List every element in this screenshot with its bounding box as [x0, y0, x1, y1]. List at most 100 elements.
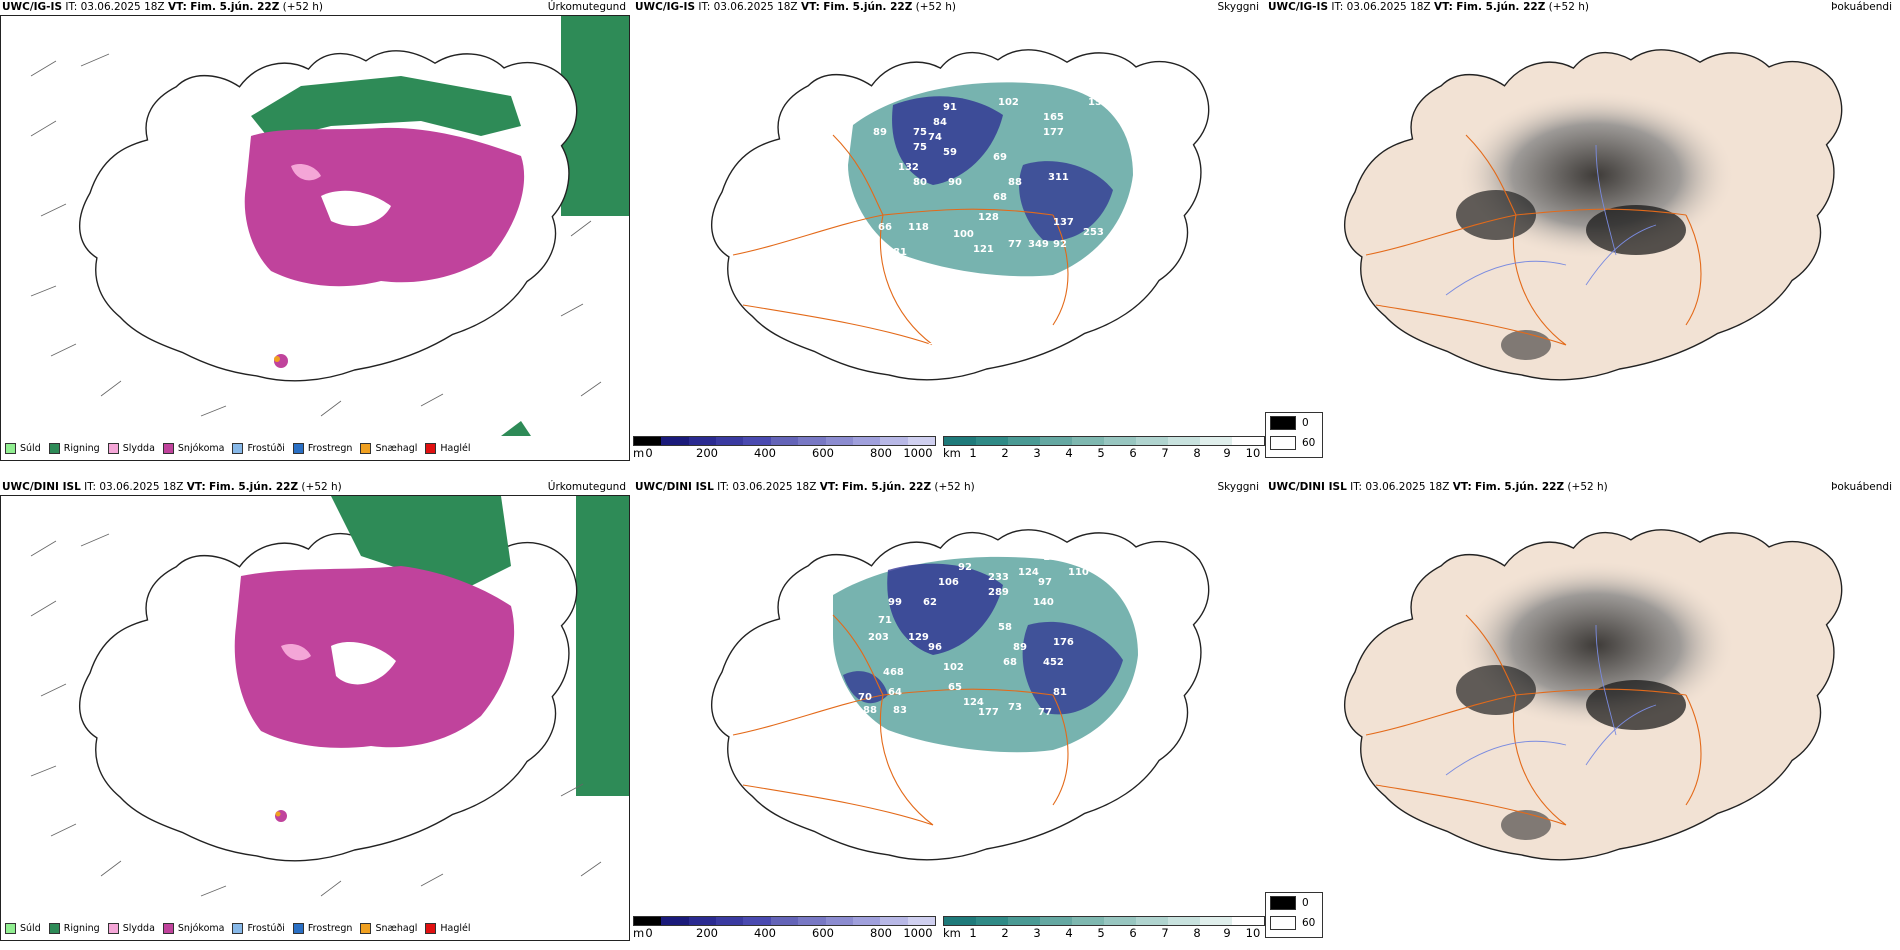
height-bar-swatches	[633, 436, 936, 446]
vt-label: VT:	[167, 1, 187, 13]
height-colorbar: m 0 200 400 600 800 1000	[633, 916, 936, 946]
bar-segment	[743, 437, 771, 445]
visibility-panel-dini: UWC/DINI ISL IT: 03.06.2025 18Z VT: Fim.…	[633, 480, 1263, 950]
snow-pellet-spot	[275, 811, 281, 817]
legend-label: Súld	[20, 923, 41, 934]
low-visibility-area	[1022, 621, 1123, 715]
vis-ticks: km 1 2 3 4 5 6 7 8 9 10	[943, 926, 1265, 940]
river-network	[1445, 624, 1657, 776]
panel-header: UWC/IG-IS IT: 03.06.2025 18Z VT: Fim. 5.…	[635, 1, 956, 13]
fog-spot	[1501, 810, 1551, 840]
vis-label: 129	[908, 632, 929, 643]
vis-label: 349	[1028, 239, 1049, 250]
sleet-area	[291, 164, 321, 181]
vis-label: 62	[923, 597, 937, 608]
tick-label: 0	[645, 926, 653, 940]
bar-segment	[798, 917, 826, 925]
wind-barbs	[30, 53, 602, 417]
panel-title: Úrkomutegund	[547, 481, 626, 493]
vis-label: 164	[1033, 72, 1054, 83]
tick-label: 6	[1129, 926, 1137, 940]
bar-segment	[716, 917, 744, 925]
it-label: IT:	[1331, 1, 1344, 13]
legend-label: Snjókoma	[177, 923, 225, 934]
map-frame: Súld Rigning Slydda Snjókoma Frostúði Fr…	[0, 495, 630, 941]
lead-time: (+52 h)	[915, 1, 957, 13]
freezing-rain-swatch	[292, 923, 304, 934]
panel-header: UWC/DINI ISL IT: 03.06.2025 18Z VT: Fim.…	[1268, 481, 1608, 493]
legend-label: Slydda	[122, 443, 155, 454]
freezing-rain-swatch	[292, 443, 304, 454]
legend-label: Haglél	[440, 923, 471, 934]
fog-spot	[1501, 330, 1551, 360]
rain-swatch	[48, 443, 60, 454]
tick-label: 600	[812, 926, 834, 940]
bar-segment	[1072, 917, 1104, 925]
road-network	[732, 614, 1069, 826]
vis-label: 73	[1008, 702, 1022, 713]
bar-segment	[1040, 437, 1072, 445]
lead-time: (+52 h)	[934, 481, 975, 493]
tick-label: 7	[1161, 446, 1169, 460]
vis-label: 58	[998, 622, 1012, 633]
vt-label: VT:	[1433, 1, 1453, 13]
vis-label: 121	[973, 244, 994, 255]
fog-legend-label: 0	[1302, 417, 1309, 429]
bar-segment	[880, 437, 908, 445]
vis-label: 81	[893, 247, 907, 258]
it-label: IT:	[717, 481, 730, 493]
vt-value: Fim. 5.jún. 22Z	[209, 481, 299, 493]
vis-bar-swatches	[943, 916, 1265, 926]
height-ticks: m 0 200 400 600 800 1000	[633, 926, 936, 940]
panel-title: Skyggni	[1217, 1, 1260, 13]
bar-segment	[944, 437, 976, 445]
bar-segment	[852, 917, 881, 925]
dry-gap	[331, 641, 396, 685]
bar-segment	[634, 917, 662, 925]
vt-value: Fim. 5.jún. 22Z	[1456, 1, 1546, 13]
vis-label: 151	[1088, 97, 1109, 108]
bar-segment	[976, 437, 1008, 445]
fog-swatch-light	[1270, 916, 1296, 930]
vt-value: Fim. 5.jún. 22Z	[1475, 481, 1565, 493]
tick-label: 3	[1033, 446, 1041, 460]
visibility-colorbar: km 1 2 3 4 5 6 7 8 9 10	[943, 436, 1265, 466]
vis-label: 452	[1043, 657, 1064, 668]
tick-label: 8	[1193, 446, 1201, 460]
vis-label: 124	[963, 697, 984, 708]
tick-label: 400	[754, 926, 776, 940]
map-frame: Súld Rigning Slydda Snjókoma Frostúði Fr…	[0, 15, 630, 461]
vis-label: 128	[978, 212, 999, 223]
bar-segment	[770, 917, 799, 925]
legend-item-freezing-rain: Frostregn	[292, 923, 352, 934]
legend-item-sleet: Slydda	[107, 443, 155, 454]
iceland-precip-map	[30, 16, 629, 436]
sleet-swatch	[107, 923, 119, 934]
vis-label: 91	[943, 102, 957, 113]
tick-label: 4	[1065, 926, 1073, 940]
fog-legend-label: 60	[1302, 917, 1316, 929]
precip-type-legend: Súld Rigning Slydda Snjókoma Frostúði Fr…	[5, 923, 471, 934]
vt-label: VT:	[800, 1, 820, 13]
vis-label: 69	[993, 152, 1007, 163]
tick-label: 200	[696, 446, 718, 460]
rain-swatch	[48, 923, 60, 934]
dry-gap	[321, 190, 391, 226]
vt-label: VT:	[819, 481, 839, 493]
bar-segment	[825, 437, 853, 445]
panel-header: UWC/DINI ISL IT: 03.06.2025 18Z VT: Fim.…	[2, 481, 342, 493]
rain-area	[331, 496, 511, 586]
tick-label: 9	[1223, 446, 1231, 460]
legend-label: Haglél	[440, 443, 471, 454]
panel-header: UWC/IG-IS IT: 03.06.2025 18Z VT: Fim. 5.…	[1268, 1, 1589, 13]
drizzle-swatch	[5, 923, 16, 934]
it-value: 03.06.2025 18Z	[732, 481, 817, 493]
bar-segment	[1200, 437, 1232, 445]
vis-label: 137	[1053, 217, 1074, 228]
rain-area-sea	[576, 496, 629, 796]
tick-label: 800	[870, 446, 892, 460]
legend-item-drizzle: Súld	[5, 923, 41, 934]
bar-segment	[944, 917, 976, 925]
iceland-fog-map	[1343, 49, 1843, 381]
vis-label: 118	[908, 222, 929, 233]
